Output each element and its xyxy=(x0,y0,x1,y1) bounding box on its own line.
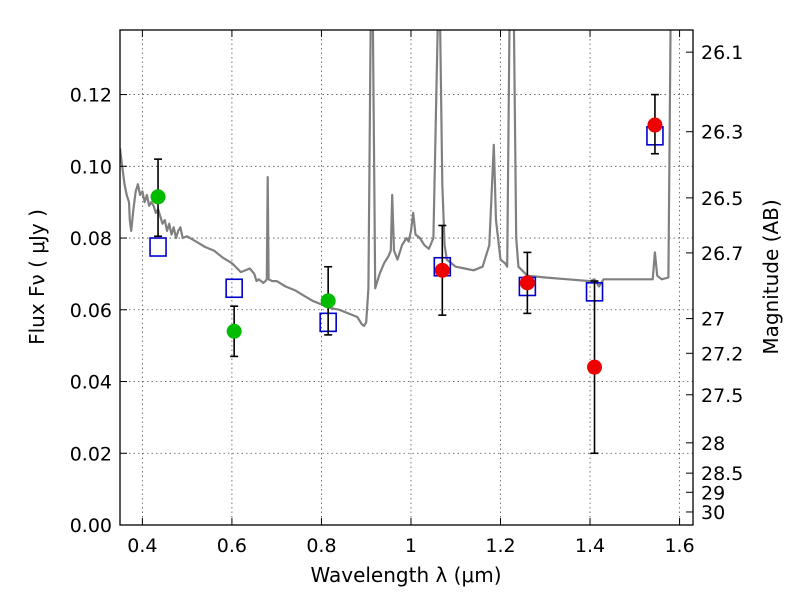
y-tick-label: 0.06 xyxy=(70,300,112,322)
red-data-point xyxy=(587,359,603,375)
y-tick-label: 0.00 xyxy=(70,515,112,537)
y2-tick-label: 28.5 xyxy=(701,463,743,485)
y2-tick-label: 27.2 xyxy=(701,343,743,365)
y-tick-label: 0.08 xyxy=(70,228,112,250)
x-tick-label: 0.6 xyxy=(217,535,247,557)
x-tick-label: 0.8 xyxy=(306,535,336,557)
red-data-point xyxy=(647,117,663,133)
green-data-point xyxy=(320,293,336,309)
y2-tick-label: 26.3 xyxy=(701,122,743,144)
y2-tick-label: 26.7 xyxy=(701,243,743,265)
model-flux-square xyxy=(225,278,243,299)
y2-tick-label: 26.5 xyxy=(701,188,743,210)
y2-tick-label: 30 xyxy=(701,502,725,524)
plot-frame xyxy=(119,29,694,526)
y-tick-label: 0.10 xyxy=(70,156,112,178)
y-axis-title: Flux Fν ( μJy ) xyxy=(25,209,49,345)
green-data-point xyxy=(150,189,166,205)
x-tick-label: 1 xyxy=(405,535,417,557)
y2-axis-title: Magnitude (AB) xyxy=(759,199,783,354)
red-data-point xyxy=(519,275,535,291)
x-tick-label: 0.4 xyxy=(127,535,157,557)
y2-tick-label: 28 xyxy=(701,433,725,455)
y2-tick-label: 27 xyxy=(701,309,725,331)
y-tick-label: 0.02 xyxy=(70,443,112,465)
x-tick-label: 1.2 xyxy=(485,535,515,557)
y-tick-label: 0.04 xyxy=(70,372,112,394)
grid-lines xyxy=(120,30,693,525)
y2-tick-label: 27.5 xyxy=(701,385,743,407)
y2-tick-label: 29 xyxy=(701,482,725,504)
y2-tick-label: 26.1 xyxy=(701,42,743,64)
x-axis-title: Wavelength λ (μm) xyxy=(310,563,501,587)
plot-data xyxy=(120,30,672,455)
y-tick-label: 0.12 xyxy=(70,85,112,107)
x-tick-label: 1.4 xyxy=(575,535,605,557)
red-data-point xyxy=(434,262,450,278)
model-spectrum-line xyxy=(120,30,672,327)
axis-ticks: 0.4 0.6 0.8 1 1.2 1.4 1.6 0.00 0.02 0.04 0.06 0.08 0… xyxy=(70,30,743,557)
x-tick-label: 1.6 xyxy=(664,535,694,557)
model-flux-square xyxy=(149,237,167,257)
green-data-point xyxy=(226,323,242,339)
